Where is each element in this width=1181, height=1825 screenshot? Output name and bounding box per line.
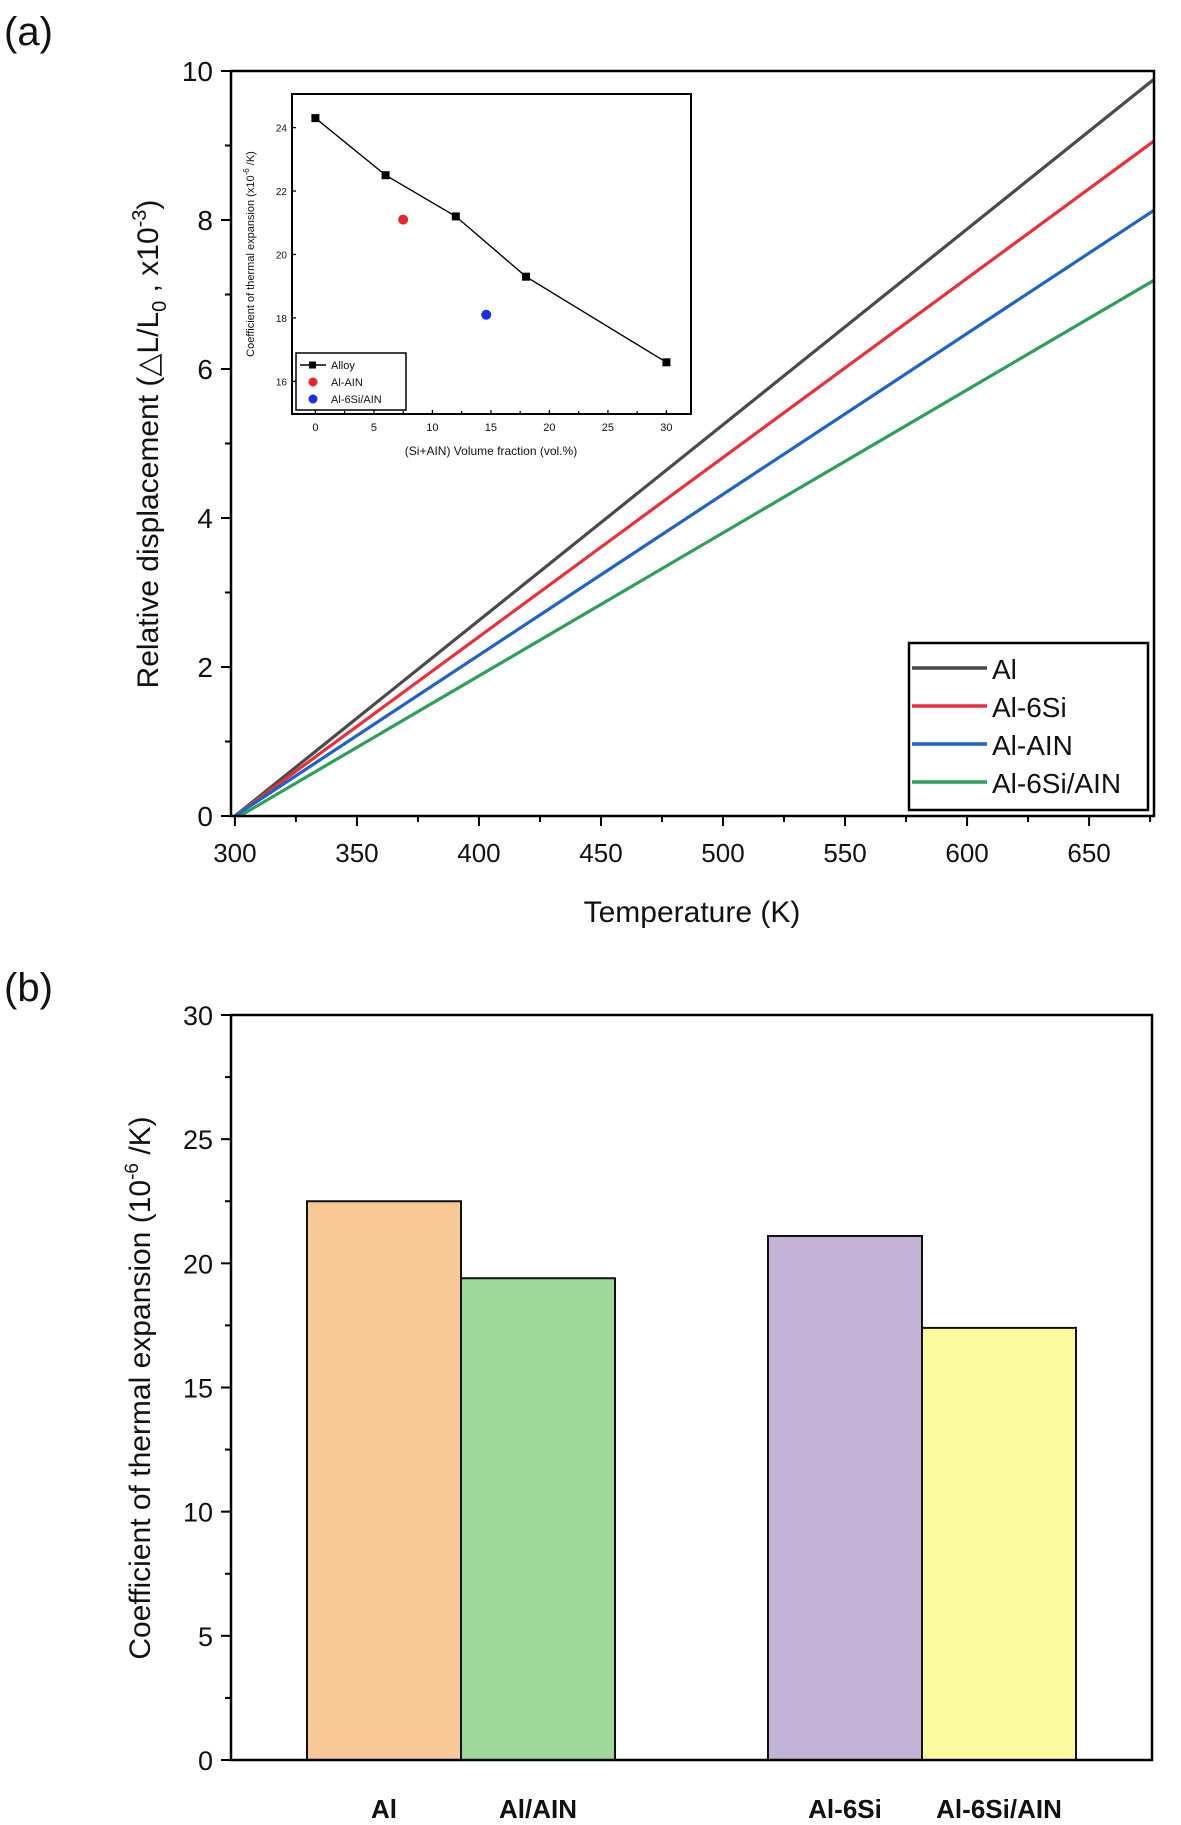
bar-y-label-main: Coefficient of thermal expansion (10	[124, 1180, 157, 1660]
inset-legend-items: Alloy Al-AIN Al-6Si/AIN	[300, 360, 382, 406]
inset-y-tick-label: 16	[276, 377, 288, 388]
legend-label-3: Al-6Si/AIN	[992, 768, 1121, 799]
inset-legend-swatch-circle	[308, 377, 318, 387]
bar-category-label: Al/AIN	[499, 1794, 577, 1824]
inset-legend-label: Alloy	[331, 360, 355, 372]
inset-x-tick-label: 0	[312, 422, 318, 434]
y-axis-label-delta: △L/L	[132, 312, 165, 377]
bar-y-tick-label: 15	[183, 1374, 213, 1404]
y-axis-ticks: 0 2 4 6 8 10	[182, 56, 231, 832]
inset-legend-label: Al-6Si/AIN	[331, 394, 382, 406]
inset-y-tick-label: 22	[276, 187, 288, 198]
bar-1	[460, 1277, 616, 1761]
y-tick-label: 8	[197, 205, 213, 236]
inset-y-tick-label: 24	[276, 124, 288, 135]
bar-y-label-sup: -6	[122, 1163, 143, 1180]
inset-x-tick-label: 25	[602, 422, 614, 434]
x-tick-label: 550	[823, 838, 866, 868]
x-tick-label: 400	[457, 838, 500, 868]
inset-point-circle	[481, 309, 492, 320]
legend-items: Al Al-6Si Al-AIN Al-6Si/AIN	[912, 654, 1121, 799]
inset-y-ticks: 16 18 20 22 24	[276, 124, 296, 388]
inset-x-label: (Si+AIN) Volume fraction (vol.%)	[405, 444, 577, 458]
bar-y-tick-label: 10	[183, 1498, 213, 1528]
main-plot-lines	[233, 77, 1156, 818]
inset-y-tick-label: 20	[276, 250, 288, 261]
bar-y-tick-label: 20	[183, 1249, 213, 1279]
y-axis-label-main: Relative displacement (	[132, 377, 165, 689]
inset-x-tick-label: 15	[485, 422, 497, 434]
bar-x-labels: Al Al/AIN Al-6Si Al-6Si/AIN	[371, 1794, 1062, 1824]
inset-point-square	[311, 114, 320, 123]
inset-marks	[311, 114, 671, 367]
y-axis-label-sup: -3	[129, 210, 151, 228]
panel-b-label: (b)	[4, 966, 53, 1010]
legend-label-1: Al-6Si	[992, 692, 1067, 723]
inset-legend-swatch-square	[309, 361, 316, 369]
inset-x-tick-label: 30	[660, 422, 672, 434]
y-axis-label-sub: 0	[149, 301, 171, 312]
inset-point-circle	[398, 214, 409, 225]
y-tick-label: 0	[197, 801, 213, 832]
bar-0	[306, 1200, 462, 1761]
series-line-0	[233, 77, 1156, 818]
series-line-1	[233, 139, 1155, 818]
bar-category-label: Al-6Si	[808, 1794, 882, 1824]
y-tick-label: 6	[197, 354, 213, 385]
x-tick-label: 650	[1067, 838, 1110, 868]
inset-plot: 0 5 10 15 20 25 30 16 18 20 22 24 (Si+AIN) Volume …	[242, 93, 692, 458]
legend-label-0: Al	[992, 654, 1017, 685]
inset-y-label-main: Coefficient of thermal expansion (x10	[245, 175, 257, 356]
y-axis-label: Relative displacement (△L/L0 , x10-3)	[129, 200, 171, 689]
panel-a-label: (a)	[4, 10, 53, 54]
inset-x-tick-label: 20	[543, 422, 555, 434]
bar-category-label: Al	[371, 1794, 397, 1824]
x-tick-label: 450	[579, 838, 622, 868]
bar-3	[921, 1326, 1077, 1762]
inset-y-tick-label: 18	[276, 314, 288, 325]
inset-y-label-sup: -6	[242, 168, 251, 176]
bar-y-tick-label: 30	[183, 1001, 213, 1031]
y-tick-label: 2	[197, 652, 213, 683]
y-tick-label: 4	[197, 503, 213, 534]
inset-point-square	[451, 212, 460, 221]
panel-b: (b) 0 5 10 15 20 25 30 Al Al/AIN Al-6Si Al-6Si/AI…	[4, 966, 1154, 1824]
x-tick-label: 350	[335, 838, 378, 868]
x-tick-label: 600	[945, 838, 988, 868]
inset-y-label: Coefficient of thermal expansion (x10-6 …	[242, 151, 257, 357]
bars	[306, 1200, 1077, 1762]
bar-category-label: Al-6Si/AIN	[936, 1794, 1062, 1824]
inset-x-tick-label: 5	[371, 422, 377, 434]
inset-legend-swatch-circle	[308, 394, 318, 404]
inset-x-ticks: 0 5 10 15 20 25 30	[312, 410, 673, 434]
bar-y-ticks: 0 5 10 15 20 25 30	[183, 1001, 231, 1776]
x-axis-ticks: 300 350 400 450 500 550 600 650	[213, 816, 1152, 868]
main-legend: Al Al-6Si Al-AIN Al-6Si/AIN	[907, 641, 1150, 812]
legend-label-2: Al-AIN	[992, 730, 1073, 761]
y-axis-label-mid: , x10	[132, 227, 165, 300]
bar-y-label-end: /K)	[124, 1116, 157, 1163]
y-axis-label-end: )	[132, 200, 165, 210]
x-tick-label: 300	[213, 838, 256, 868]
bar-y-axis-label: Coefficient of thermal expansion (10-6 /…	[122, 1116, 157, 1659]
y-tick-label: 10	[182, 56, 213, 87]
inset-point-square	[522, 272, 531, 281]
inset-point-square	[381, 171, 390, 180]
inset-y-label-end: /K)	[245, 151, 257, 168]
inset-point-square	[662, 358, 671, 367]
bar-y-tick-label: 0	[198, 1746, 213, 1776]
series-line-3	[238, 278, 1155, 818]
x-axis-label: Temperature (K)	[584, 896, 801, 929]
series-line-2	[234, 208, 1155, 818]
inset-legend: Alloy Al-AIN Al-6Si/AIN	[295, 352, 407, 411]
bar-2	[767, 1235, 923, 1762]
inset-legend-label: Al-AIN	[331, 377, 363, 389]
bar-y-tick-label: 5	[198, 1622, 213, 1652]
bar-y-tick-label: 25	[183, 1125, 213, 1155]
x-tick-label: 500	[701, 838, 744, 868]
inset-x-tick-label: 10	[426, 422, 438, 434]
